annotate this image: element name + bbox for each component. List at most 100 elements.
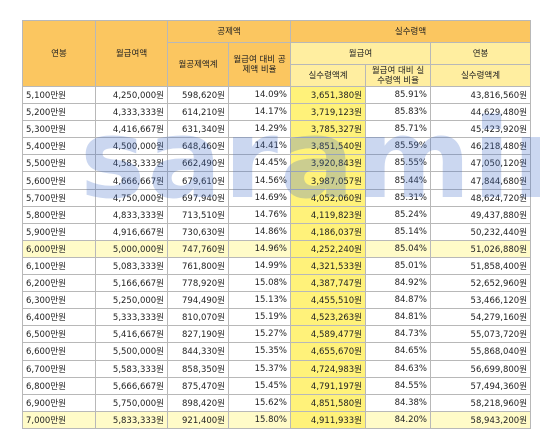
table-row: 6,000만원 5,000,000원 747,760원 14.96% 4,252,240… <box>22 239 532 258</box>
table-cell: 827,190원 <box>167 325 229 344</box>
table-cell: 85.44% <box>365 171 431 190</box>
table-cell: 5,083,333원 <box>95 256 168 276</box>
table-cell: 15.80% <box>228 410 291 429</box>
table-cell: 5,700만원 <box>22 188 96 207</box>
table-cell: 5,200만원 <box>22 103 96 122</box>
table-header: 연봉 월급여액 공제액 실수령액 월공제액계 월급여 대비 공제액 비율 월급여… <box>22 20 532 87</box>
table-cell: 84.63% <box>365 359 431 378</box>
table-cell: 14.17% <box>228 103 291 122</box>
table-cell: 52,652,960원 <box>429 274 532 293</box>
table-cell: 5,583,333원 <box>95 359 168 378</box>
table-cell: 4,416,667원 <box>95 120 168 139</box>
table-cell: 4,583,333원 <box>95 154 168 173</box>
table-cell: 858,350원 <box>167 359 229 378</box>
table-cell: 14.99% <box>228 256 291 276</box>
table-cell: 679,610원 <box>167 171 229 190</box>
table-cell: 5,000,000원 <box>95 239 168 258</box>
header-cell: 월급여 <box>290 42 431 65</box>
table-cell: 4,589,477원 <box>290 325 366 344</box>
table-cell: 4,851,580원 <box>290 393 366 412</box>
header-cell: 월급여액 <box>95 20 168 87</box>
table-cell: 55,073,720원 <box>429 325 532 344</box>
table-cell: 85.31% <box>365 188 431 207</box>
table-cell: 4,791,197원 <box>290 376 366 395</box>
table-cell: 5,666,667원 <box>95 376 168 395</box>
table-cell: 85.04% <box>365 239 431 258</box>
table-cell: 4,724,983원 <box>290 359 366 378</box>
table-cell: 598,620원 <box>167 85 229 105</box>
table-cell: 49,437,880원 <box>429 205 532 224</box>
table-cell: 794,490원 <box>167 291 229 310</box>
table-cell: 58,218,960원 <box>429 393 532 412</box>
header-cell: 연봉 <box>22 20 96 87</box>
table-cell: 6,800만원 <box>22 376 96 395</box>
table-cell: 14.86% <box>228 222 291 241</box>
table-row: 6,600만원 5,500,000원 844,330원 15.35% 4,655,670… <box>22 342 532 361</box>
table-row: 7,000만원 5,833,333원 921,400원 15.80% 4,911,933… <box>22 410 532 429</box>
table-cell: 5,900만원 <box>22 222 96 241</box>
table-cell: 84.87% <box>365 291 431 310</box>
table-cell: 4,833,333원 <box>95 205 168 224</box>
table-cell: 5,333,333원 <box>95 308 168 327</box>
table-cell: 14.45% <box>228 154 291 173</box>
table-cell: 6,300만원 <box>22 291 96 310</box>
salary-table: 연봉 월급여액 공제액 실수령액 월공제액계 월급여 대비 공제액 비율 월급여… <box>22 20 532 429</box>
header-cell: 실수령액계 <box>290 64 366 87</box>
table-cell: 648,460원 <box>167 137 229 156</box>
table-cell: 875,470원 <box>167 376 229 395</box>
table-cell: 4,911,933원 <box>290 410 366 429</box>
table-cell: 7,000만원 <box>22 410 96 429</box>
table-row: 6,700만원 5,583,333원 858,350원 15.37% 4,724,983… <box>22 359 532 378</box>
table-row: 6,200만원 5,166,667원 778,920원 15.08% 4,387,747… <box>22 274 532 293</box>
table-cell: 6,500만원 <box>22 325 96 344</box>
table-cell: 4,655,670원 <box>290 342 366 361</box>
table-row: 5,600만원 4,666,667원 679,610원 14.56% 3,987,057… <box>22 171 532 190</box>
table-row: 5,100만원 4,250,000원 598,620원 14.09% 3,651,380… <box>22 85 532 105</box>
table-cell: 4,321,533원 <box>290 256 366 276</box>
table-row: 6,900만원 5,750,000원 898,420원 15.62% 4,851,580… <box>22 393 532 412</box>
table-cell: 4,916,667원 <box>95 222 168 241</box>
table-cell: 4,387,747원 <box>290 274 366 293</box>
table-body: 5,100만원 4,250,000원 598,620원 14.09% 3,651,380… <box>22 85 532 429</box>
table-cell: 4,186,037원 <box>290 222 366 241</box>
header-cell: 실수령액계 <box>429 64 532 87</box>
table-row: 5,500만원 4,583,333원 662,490원 14.45% 3,920,843… <box>22 154 532 173</box>
table-row: 5,700만원 4,750,000원 697,940원 14.69% 4,052,060… <box>22 188 532 207</box>
table-row: 5,900만원 4,916,667원 730,630원 14.86% 4,186,037… <box>22 222 532 241</box>
table-cell: 14.56% <box>228 171 291 190</box>
table-cell: 84.38% <box>365 393 431 412</box>
table-cell: 747,760원 <box>167 239 229 258</box>
table-cell: 47,844,680원 <box>429 171 532 190</box>
table-cell: 3,719,123원 <box>290 103 366 122</box>
table-cell: 5,300만원 <box>22 120 96 139</box>
table-cell: 713,510원 <box>167 205 229 224</box>
table-cell: 85.91% <box>365 85 431 105</box>
table-cell: 85.59% <box>365 137 431 156</box>
table-cell: 53,466,120원 <box>429 291 532 310</box>
table-cell: 4,052,060원 <box>290 188 366 207</box>
table-cell: 5,250,000원 <box>95 291 168 310</box>
header-cell: 월공제액계 <box>167 42 229 87</box>
table-cell: 84.73% <box>365 325 431 344</box>
table-cell: 5,500,000원 <box>95 342 168 361</box>
table-row: 6,300만원 5,250,000원 794,490원 15.13% 4,455,510… <box>22 291 532 310</box>
table-row: 6,800만원 5,666,667원 875,470원 15.45% 4,791,197… <box>22 376 532 395</box>
table-cell: 43,816,560원 <box>429 85 532 105</box>
table-cell: 778,920원 <box>167 274 229 293</box>
table-row: 5,300만원 4,416,667원 631,340원 14.29% 3,785,327… <box>22 120 532 139</box>
table-row: 6,500만원 5,416,667원 827,190원 15.27% 4,589,477… <box>22 325 532 344</box>
table-cell: 3,920,843원 <box>290 154 366 173</box>
table-cell: 84.65% <box>365 342 431 361</box>
header-cell: 연봉 <box>429 42 532 65</box>
table-cell: 3,785,327원 <box>290 120 366 139</box>
table-cell: 47,050,120원 <box>429 154 532 173</box>
table-cell: 697,940원 <box>167 188 229 207</box>
table-cell: 45,423,920원 <box>429 120 532 139</box>
table-cell: 56,699,800원 <box>429 359 532 378</box>
table-cell: 6,000만원 <box>22 239 96 258</box>
table-cell: 6,400만원 <box>22 308 96 327</box>
table-cell: 6,200만원 <box>22 274 96 293</box>
table-cell: 15.62% <box>228 393 291 412</box>
header-cell: 월급여 대비 공제액 비율 <box>228 42 291 87</box>
